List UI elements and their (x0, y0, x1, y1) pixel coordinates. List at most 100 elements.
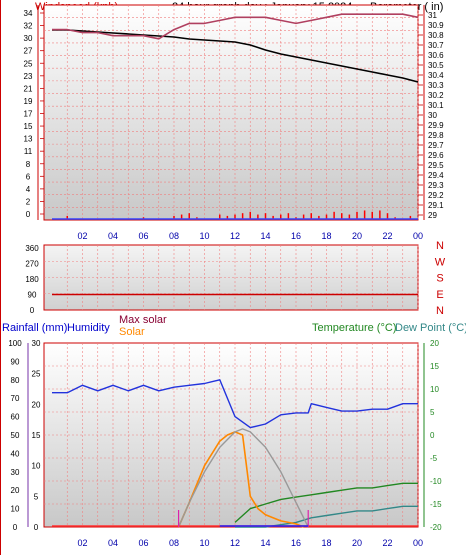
barometer-tick-label: 30 (428, 111, 437, 120)
time-tick-label: 02 (77, 538, 87, 548)
humidity-tick-label: 50 (11, 431, 20, 440)
time-tick-label: 06 (138, 231, 148, 241)
wind-tick-label: 30 (24, 34, 33, 43)
barometer-tick-label: 29.9 (428, 121, 444, 130)
time-tick-label: 02 (77, 231, 87, 241)
barometer-tick-label: 29.8 (428, 131, 444, 140)
wind-tick-label: 0 (26, 210, 31, 219)
barometer-tick-label: 29.7 (428, 141, 444, 150)
humidity-tick-label: 30 (11, 468, 20, 477)
barometer-tick-label: 29.3 (428, 181, 444, 190)
direction-tick-label: 0 (30, 306, 35, 315)
time-tick-label: 16 (291, 231, 301, 241)
barometer-tick-label: 30.9 (428, 21, 444, 30)
dew-point-line (235, 505, 418, 528)
wind-tick-label: 27 (24, 47, 33, 56)
humidity-tick-label: 70 (11, 394, 20, 403)
humidity-tick-label: 40 (11, 449, 20, 458)
time-tick-label: 00 (413, 538, 423, 548)
barometer-tick-label: 30.6 (428, 51, 444, 60)
wind-tick-label: 23 (24, 72, 33, 81)
wind-tick-label: 25 (24, 59, 33, 68)
rainfall-tick-label: 20 (32, 400, 41, 409)
wind-tick-label: 4 (26, 185, 31, 194)
humidity-line (52, 379, 418, 429)
time-tick-label: 14 (260, 231, 270, 241)
solar-line (177, 431, 304, 528)
wind-tick-label: 32 (24, 22, 33, 31)
wind-tick-label: 11 (24, 147, 33, 156)
solar-label: Solar (119, 326, 145, 338)
barometer-tick-label: 29 (428, 211, 437, 220)
barometer-tick-label: 30.8 (428, 31, 444, 40)
direction-tick-label: 270 (25, 260, 39, 269)
time-tick-label: 08 (169, 231, 179, 241)
rainfall-tick-label: 30 (32, 339, 41, 348)
time-tick-label: 10 (199, 231, 209, 241)
time-tick-label: 22 (382, 538, 392, 548)
time-tick-label: 04 (108, 538, 118, 548)
rainfall-tick-label: 10 (32, 462, 41, 471)
barometer-line (52, 29, 419, 83)
barometer-tick-label: 30.2 (428, 91, 444, 100)
time-tick-label: 00 (413, 231, 423, 241)
rainfall-axis-label: Rainfall (mm) (2, 322, 67, 334)
time-tick-label: 12 (230, 231, 240, 241)
barometer-tick-label: 29.1 (428, 201, 444, 210)
temperature-axis-label: Temperature (°C) (312, 322, 396, 334)
temperature-line (234, 482, 418, 523)
compass-label: N (436, 305, 444, 317)
time-tick-label: 06 (138, 538, 148, 548)
wind-tick-label: 15 (24, 122, 33, 131)
rainfall-tick-label: 0 (34, 523, 39, 532)
barometer-tick-label: 30.7 (428, 41, 444, 50)
barometer-tick-label: 29.2 (428, 191, 444, 200)
humidity-tick-label: 60 (11, 413, 20, 422)
time-tick-label: 08 (169, 538, 179, 548)
dew-point-axis-label: Dew Point (°C) (395, 322, 466, 334)
barometer-tick-label: 29.4 (428, 171, 444, 180)
wind-tick-label: 21 (24, 84, 33, 93)
rainfall-tick-label: 15 (32, 431, 41, 440)
direction-tick-label: 180 (25, 275, 39, 284)
temperature-tick-label: 0 (430, 431, 435, 440)
wind-tick-label: 17 (24, 110, 33, 119)
direction-tick-label: 360 (25, 244, 39, 253)
time-tick-label: 04 (108, 231, 118, 241)
wind-tick-label: 2 (26, 197, 31, 206)
humidity-tick-label: 20 (11, 486, 20, 495)
plot-area-wind-direction (43, 244, 419, 311)
windspeed-line (52, 13, 419, 40)
humidity-tick-label: 80 (11, 376, 20, 385)
compass-label: E (436, 289, 443, 301)
temperature-tick-label: -5 (430, 454, 438, 463)
barometer-tick-label: 29.6 (428, 151, 444, 160)
compass-label: N (436, 240, 444, 252)
wind-tick-label: 13 (24, 135, 33, 144)
temperature-tick-label: 20 (430, 339, 439, 348)
humidity-axis-label: Humidity (67, 322, 110, 334)
wind-tick-label: 19 (24, 97, 33, 106)
max-solar-label: Max solar (119, 314, 167, 326)
barometer-tick-label: 30.1 (428, 101, 444, 110)
wind-tick-label: 34 (24, 9, 33, 18)
barometer-tick-label: 31 (428, 11, 437, 20)
compass-label: S (436, 273, 443, 285)
humidity-tick-label: 0 (13, 523, 18, 532)
rainfall-tick-label: 25 (32, 370, 41, 379)
time-tick-label: 16 (291, 538, 301, 548)
temperature-tick-label: 15 (430, 362, 439, 371)
barometer-tick-label: 30.4 (428, 71, 444, 80)
plot-area-wind-barometer (43, 4, 419, 221)
humidity-tick-label: 10 (11, 505, 20, 514)
time-tick-label: 18 (321, 538, 331, 548)
time-tick-label: 14 (260, 538, 270, 548)
temperature-tick-label: 10 (430, 385, 439, 394)
temperature-tick-label: -10 (430, 477, 442, 486)
temperature-tick-label: 5 (430, 408, 435, 417)
humidity-tick-label: 90 (11, 357, 20, 366)
barometer-tick-label: 29.5 (428, 161, 444, 170)
temperature-tick-label: -20 (430, 523, 442, 532)
